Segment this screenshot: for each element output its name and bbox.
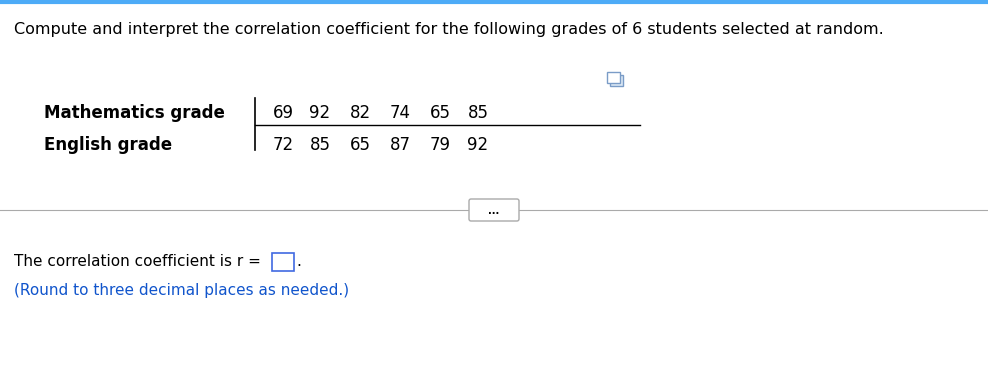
Bar bbox=[610, 75, 623, 86]
Text: 74: 74 bbox=[389, 104, 410, 122]
Text: Compute and interpret the correlation coefficient for the following grades of 6 : Compute and interpret the correlation co… bbox=[14, 22, 883, 37]
Text: 79: 79 bbox=[430, 136, 451, 154]
Text: 92: 92 bbox=[467, 136, 488, 154]
Text: .: . bbox=[296, 254, 301, 270]
Text: 72: 72 bbox=[273, 136, 293, 154]
Text: 82: 82 bbox=[350, 104, 370, 122]
Text: 69: 69 bbox=[273, 104, 293, 122]
Text: 87: 87 bbox=[389, 136, 410, 154]
Text: Mathematics grade: Mathematics grade bbox=[44, 104, 225, 122]
Text: (Round to three decimal places as needed.): (Round to three decimal places as needed… bbox=[14, 282, 349, 298]
Text: 65: 65 bbox=[430, 104, 451, 122]
Text: 65: 65 bbox=[350, 136, 370, 154]
Bar bbox=[272, 253, 294, 271]
Text: ...: ... bbox=[488, 206, 500, 216]
Text: 92: 92 bbox=[309, 104, 331, 122]
Text: The correlation coefficient is r =: The correlation coefficient is r = bbox=[14, 254, 261, 270]
FancyBboxPatch shape bbox=[469, 199, 519, 221]
Text: 85: 85 bbox=[309, 136, 331, 154]
Bar bbox=[607, 72, 620, 83]
Text: English grade: English grade bbox=[44, 136, 172, 154]
Text: 85: 85 bbox=[467, 104, 488, 122]
